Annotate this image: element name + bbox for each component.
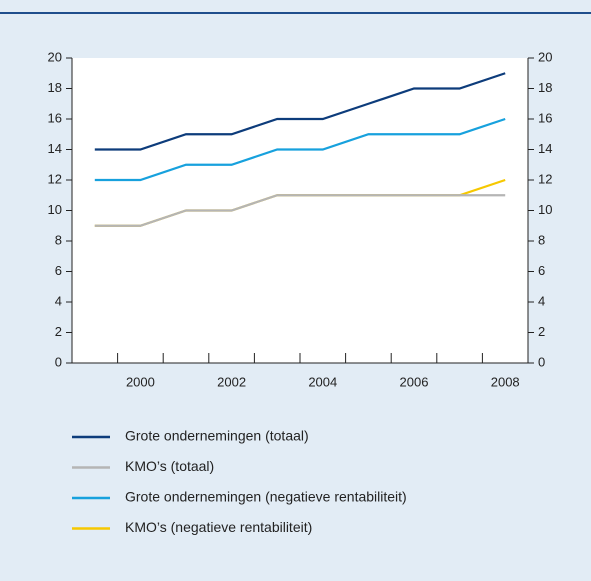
y-tick-label: 16 (48, 110, 62, 125)
y2-tick-label: 10 (538, 202, 552, 217)
y-tick-label: 14 (48, 141, 62, 156)
x-tick-label: 2002 (217, 374, 246, 389)
y-tick-label: 20 (48, 49, 62, 64)
y2-tick-label: 4 (538, 293, 545, 308)
y2-tick-label: 16 (538, 110, 552, 125)
y-tick-label: 2 (55, 324, 62, 339)
y2-tick-label: 18 (538, 80, 552, 95)
series-line (94, 117, 506, 182)
x-tick-label: 2000 (126, 374, 155, 389)
y2-tick-label: 0 (538, 354, 545, 369)
legend-label: KMO’s (totaal) (125, 458, 214, 474)
y2-tick-label: 14 (538, 141, 552, 156)
x-tick-label: 2008 (491, 374, 520, 389)
y-tick-label: 6 (55, 263, 62, 278)
y-tick-label: 8 (55, 232, 62, 247)
y2-tick-label: 8 (538, 232, 545, 247)
legend-label: KMO’s (negatieve rentabiliteit) (125, 519, 312, 535)
y2-tick-label: 20 (538, 49, 552, 64)
x-tick-label: 2006 (400, 374, 429, 389)
legend: Grote ondernemingen (totaal) KMO’s (totaa… (72, 428, 407, 535)
legend-label: Grote ondernemingen (totaal) (125, 428, 309, 444)
y2-tick-label: 6 (538, 263, 545, 278)
plot-area (72, 58, 528, 363)
top-rule (0, 12, 591, 14)
y2-tick-label: 12 (538, 171, 552, 186)
x-tick-label: 2004 (308, 374, 337, 389)
y-tick-label: 0 (55, 354, 62, 369)
y-tick-label: 4 (55, 293, 62, 308)
series-line (94, 194, 506, 227)
y-tick-label: 12 (48, 171, 62, 186)
series-line (94, 72, 506, 151)
legend-label: Grote ondernemingen (negatieve rentabili… (125, 489, 407, 505)
y-tick-label: 18 (48, 80, 62, 95)
y-tick-label: 10 (48, 202, 62, 217)
y2-tick-label: 2 (538, 324, 545, 339)
